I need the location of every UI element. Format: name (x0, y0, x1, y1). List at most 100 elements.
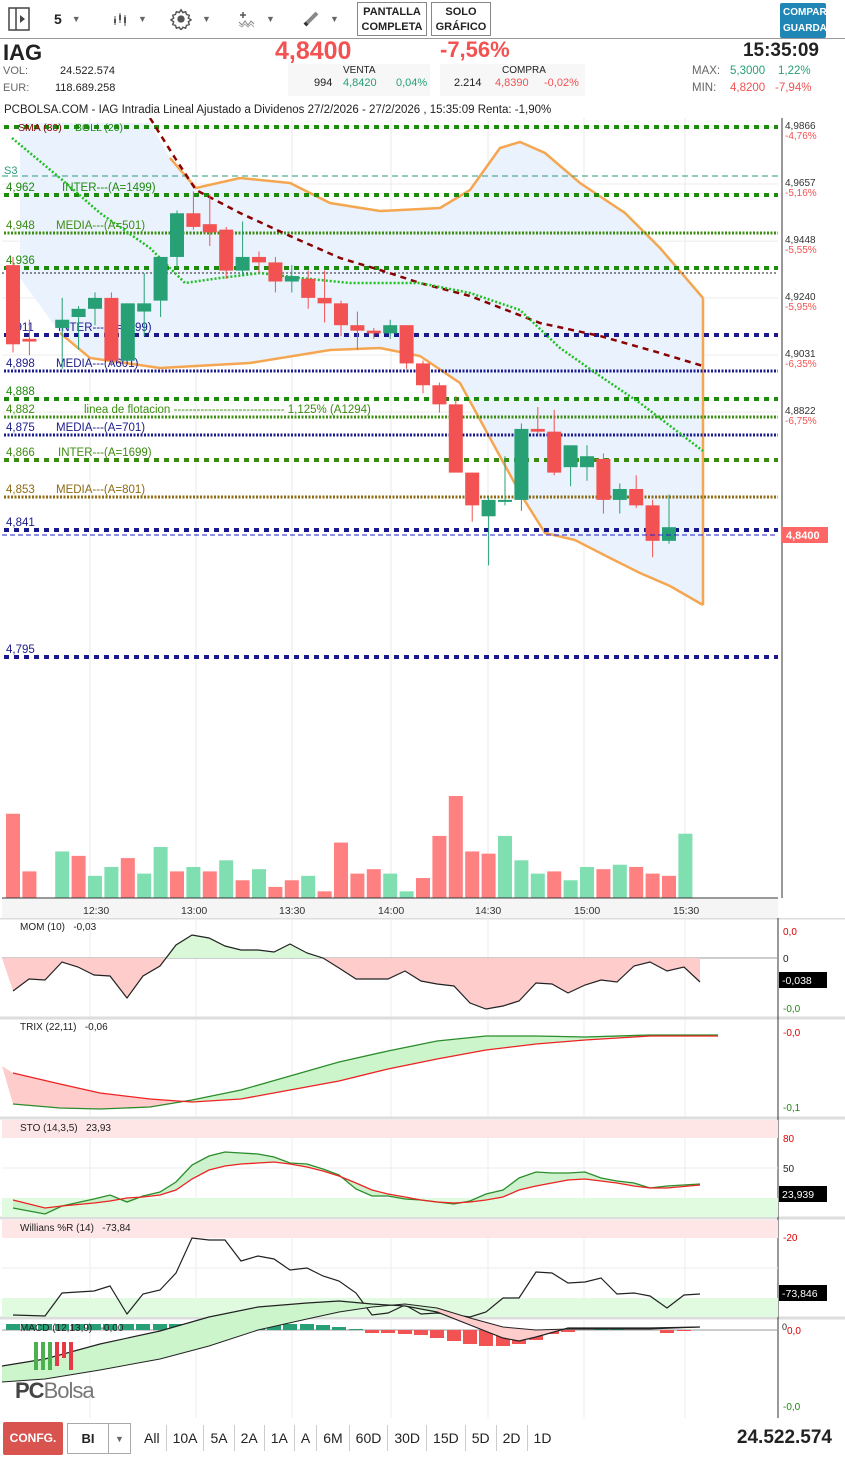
candle-body[interactable] (268, 262, 283, 282)
candle-body[interactable] (334, 303, 348, 326)
volume-bar (432, 835, 447, 898)
chart-type-icon (114, 13, 126, 26)
candle-body[interactable] (235, 256, 250, 271)
logo-bar (41, 1342, 45, 1370)
macd-histogram-bar (447, 1330, 461, 1341)
volume-bar (383, 873, 398, 898)
candle-body[interactable] (88, 297, 102, 309)
range-15d[interactable]: 15D (427, 1425, 466, 1451)
candle-body[interactable] (481, 499, 496, 517)
candle-body[interactable] (219, 229, 234, 271)
candle-body[interactable] (563, 445, 578, 468)
range-30d[interactable]: 30D (388, 1425, 428, 1451)
level-label: MEDIA---(A601) (56, 358, 139, 370)
candle-body[interactable] (448, 404, 463, 473)
range-2a[interactable]: 2A (235, 1425, 265, 1451)
level-label: linea de flotacion ---------------------… (84, 404, 371, 416)
candle-body[interactable] (284, 276, 299, 282)
range-60d[interactable]: 60D (350, 1425, 389, 1451)
indicators-dropdown[interactable]: ▼ (238, 0, 275, 38)
sell-price: 4,8420 (343, 77, 377, 89)
scale-select[interactable]: BI ▼ (67, 1423, 131, 1454)
range-all[interactable]: All (138, 1425, 167, 1451)
williams-value-tag (779, 1285, 827, 1301)
buy-box: COMPRA 2.214 4,8390 -0,02% (440, 64, 585, 96)
candle-body[interactable] (137, 303, 152, 312)
chevron-down-icon: ▼ (330, 14, 339, 24)
range-5d[interactable]: 5D (466, 1425, 497, 1451)
candle-body[interactable] (645, 505, 660, 541)
candle-body[interactable] (55, 319, 70, 328)
candle-body[interactable] (22, 338, 37, 342)
config-button[interactable]: CONFG. (3, 1422, 63, 1455)
candle-body[interactable] (186, 213, 201, 227)
chart-type-dropdown[interactable]: ▼ (112, 0, 147, 38)
candle-body[interactable] (416, 363, 430, 386)
candle-body[interactable] (596, 458, 611, 500)
candle-body[interactable] (170, 213, 184, 257)
candle-body[interactable] (252, 256, 266, 263)
sma-legend: SMA (30) (18, 122, 62, 134)
settings-dropdown[interactable]: ▼ (170, 0, 211, 38)
candle-body[interactable] (498, 499, 512, 502)
candle-body[interactable] (71, 308, 86, 317)
candle-body[interactable] (612, 488, 627, 500)
mom-axis-zero: 0 (783, 954, 789, 965)
bollinger-band-fill (20, 123, 703, 605)
candle-body[interactable] (629, 488, 644, 506)
candle-body[interactable] (350, 325, 365, 331)
williams-axis-20: -20 (783, 1233, 798, 1244)
range-1a[interactable]: 1A (265, 1425, 295, 1451)
williams-line (12, 1237, 701, 1318)
candle-body[interactable] (662, 527, 676, 541)
candle-body[interactable] (530, 428, 545, 432)
volume-bar (284, 880, 299, 898)
range-1d[interactable]: 1D (533, 1430, 552, 1446)
quote-time: 15:35:09 (742, 40, 819, 61)
candle-body[interactable] (317, 297, 332, 304)
indicator-panels[interactable]: 0,00-0,0-0,038-0,0-0,1805023,939-20-73,8… (0, 918, 845, 1418)
range-2d[interactable]: 2D (497, 1425, 528, 1451)
candle-body[interactable] (432, 385, 447, 405)
macd-histogram-bar (677, 1330, 691, 1331)
candle-body[interactable] (153, 256, 168, 301)
mom-line (12, 934, 701, 1010)
range-a[interactable]: A (295, 1425, 318, 1451)
candle-body[interactable] (104, 297, 119, 361)
range-6m[interactable]: 6M (317, 1425, 350, 1451)
sidebar-toggle-button[interactable] (8, 0, 30, 38)
buy-label: COMPRA (502, 65, 546, 76)
max-pct: 1,22% (778, 65, 811, 77)
drawing-dropdown[interactable]: ▼ (302, 0, 339, 38)
bollinger-middle-line (11, 137, 704, 452)
mom-value-tag (779, 972, 827, 988)
level-value: 4,866 (6, 447, 35, 459)
macd-histogram-bar (283, 1324, 297, 1330)
mom-label: MOM (10) -0,03 (20, 922, 97, 933)
fullscreen-button[interactable]: PANTALLA COMPLETA (357, 2, 427, 36)
range-10a[interactable]: 10A (167, 1425, 205, 1451)
range-5a[interactable]: 5A (204, 1425, 235, 1451)
compare-save-button[interactable]: COMPAR GUARDA (780, 3, 826, 38)
volume-bar (202, 871, 217, 898)
candle-body[interactable] (465, 472, 480, 506)
candle-body[interactable] (301, 278, 316, 298)
candle-body[interactable] (366, 330, 381, 334)
settings-gear-icon (170, 8, 192, 30)
level-label: INTER---(A=1699) (58, 447, 152, 459)
max-value: 5,3000 (730, 65, 766, 77)
chart-only-button[interactable]: SOLO GRÁFICO (431, 2, 491, 36)
compare-label: COMPAR (783, 7, 826, 18)
candle-body[interactable] (580, 456, 594, 468)
min-pct: -7,94% (775, 82, 812, 94)
candle-body[interactable] (514, 428, 529, 500)
candle-body[interactable] (202, 224, 217, 233)
candle-body[interactable] (120, 303, 135, 361)
candle-body[interactable] (399, 325, 414, 364)
interval-dropdown[interactable]: 5 ▼ (54, 0, 81, 38)
price-chart[interactable]: S3 4,962 INTER---(A=1499) 4,948 MEDIA---(A=5… (0, 118, 845, 918)
volume-bar (252, 869, 266, 898)
candle-body[interactable] (383, 325, 398, 334)
candle-body[interactable] (6, 265, 20, 345)
candle-body[interactable] (547, 431, 562, 473)
